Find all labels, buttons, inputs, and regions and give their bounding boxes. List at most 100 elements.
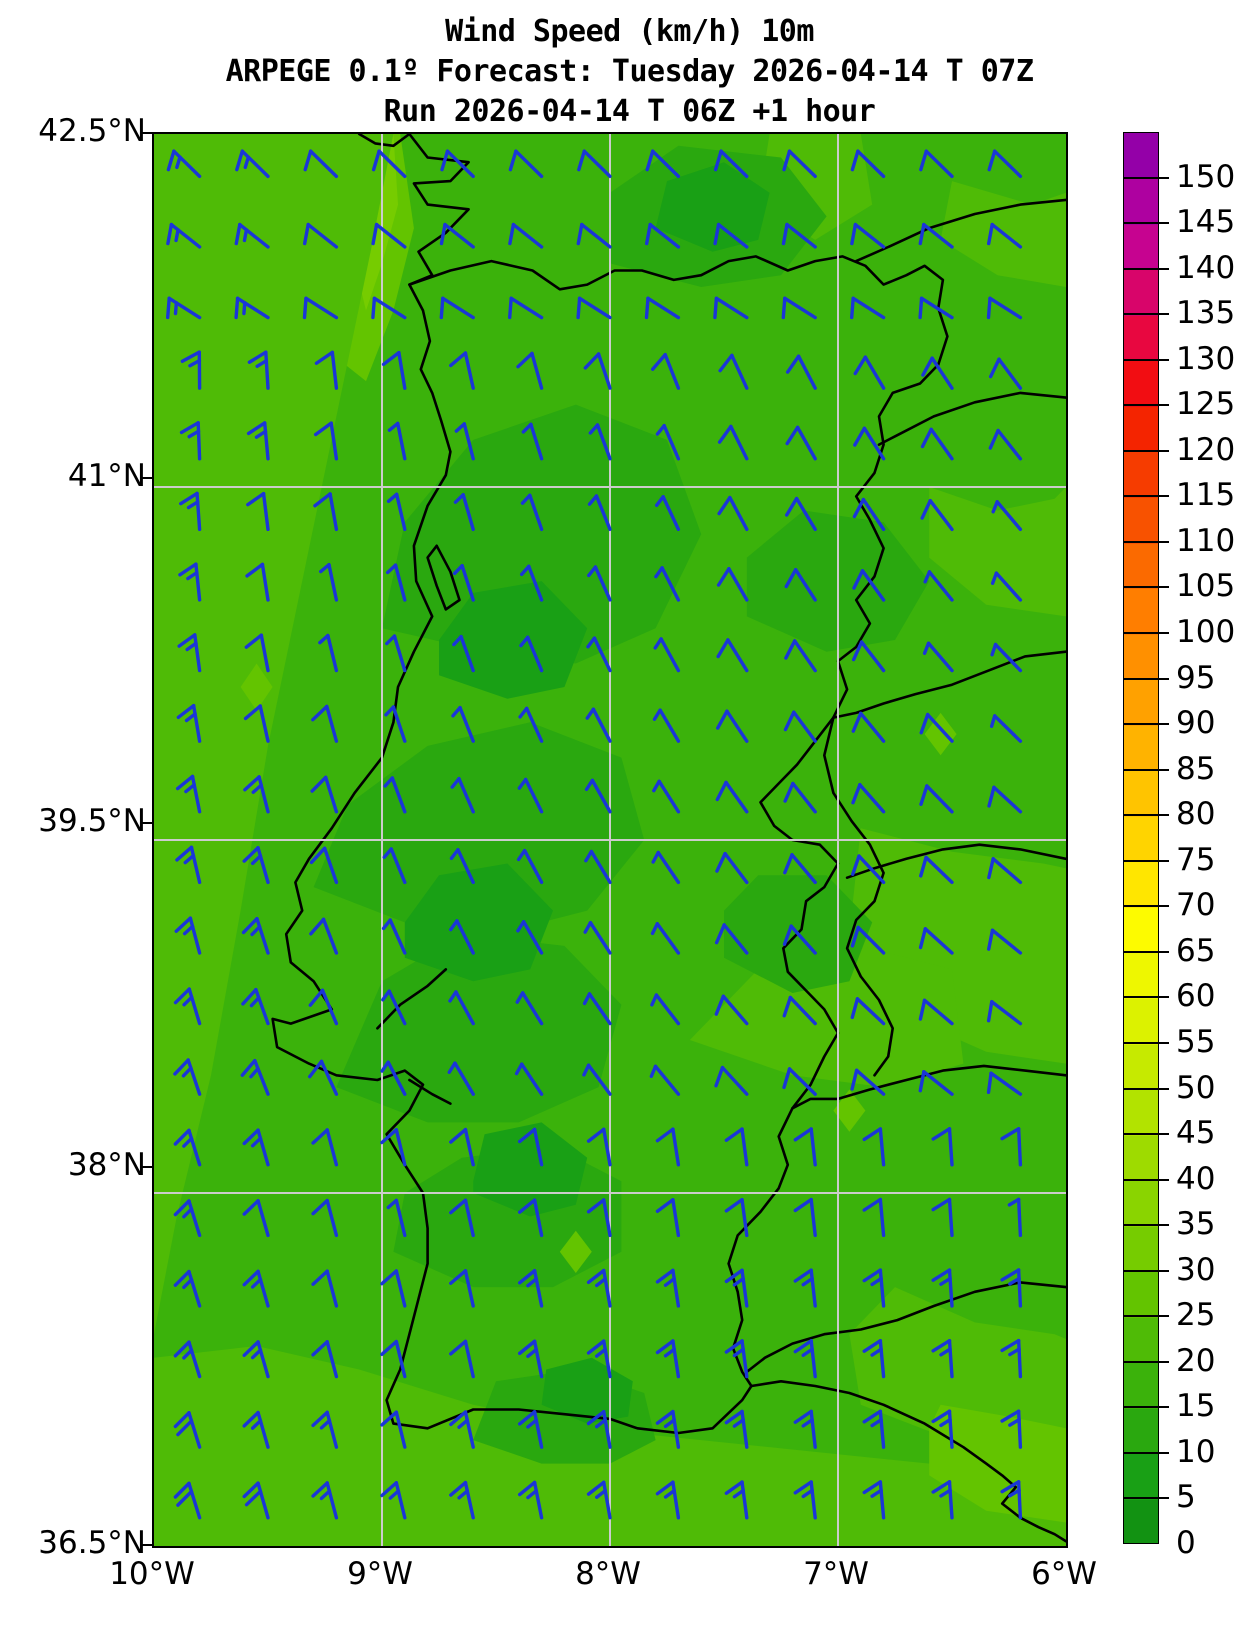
barb-half-flag [319, 563, 331, 574]
wind-barb [175, 845, 202, 885]
colorbar-tick-label: 115 [1176, 477, 1236, 514]
barb-half-flag [870, 1347, 883, 1357]
colorbar-segment [1124, 725, 1158, 772]
colorbar-segment [1124, 952, 1158, 999]
wind-barb [931, 1409, 954, 1449]
wind-barb [716, 567, 749, 602]
barb-full-flag [517, 1198, 537, 1214]
barb-staff [1016, 1338, 1023, 1379]
graticule-layer [154, 134, 1066, 1546]
barb-full-flag [850, 997, 860, 1020]
barb-full-flag [918, 998, 927, 1021]
barb-full-flag [303, 149, 313, 172]
barb-staff [602, 1339, 612, 1379]
wind-barb [931, 1127, 954, 1167]
colorbar-segment [1124, 1453, 1158, 1501]
barb-staff [240, 149, 270, 179]
barb-full-flag [655, 1268, 675, 1284]
barb-staff [723, 851, 749, 885]
barb-full-flag [174, 916, 193, 933]
barb-half-flag [526, 1489, 538, 1500]
wind-barb [655, 1409, 681, 1449]
barb-staff [256, 1269, 270, 1308]
colorbar-segment [1124, 451, 1158, 498]
barb-staff [729, 424, 749, 461]
latitude-tick-label: 36.5°N [38, 1525, 146, 1561]
wind-barb [242, 1340, 270, 1379]
barb-half-flag [521, 422, 533, 434]
barb-staff [947, 1338, 954, 1379]
map-plot-area[interactable] [152, 132, 1068, 1548]
barb-full-flag [920, 498, 932, 520]
contour-band-10-15-beira [382, 404, 702, 664]
wind-barb [850, 222, 886, 249]
barb-half-flag [652, 708, 662, 721]
barb-staff [671, 1339, 681, 1379]
wind-barb [454, 422, 475, 461]
wind-barb [987, 857, 1023, 885]
barb-half-flag [242, 228, 249, 243]
colorbar-segment [1124, 1317, 1158, 1364]
barb-half-flag [586, 636, 597, 649]
colorbar[interactable] [1123, 132, 1159, 1544]
wind-barb [793, 1127, 817, 1167]
wind-barb [644, 296, 681, 320]
wind-barb [245, 562, 270, 602]
barb-staff [256, 1340, 270, 1379]
wind-barb [585, 707, 612, 743]
barb-half-flag [649, 1064, 658, 1078]
barb-half-flag [595, 1418, 607, 1429]
wind-barb [724, 1480, 749, 1520]
barb-staff [724, 780, 749, 814]
barb-staff [602, 1480, 612, 1520]
barb-staff [588, 921, 612, 955]
barb-full-flag [850, 925, 860, 948]
barb-half-flag [319, 1418, 332, 1430]
latitude-tick-label: 42.5°N [38, 113, 146, 149]
barb-staff [861, 497, 886, 532]
barb-full-flag [862, 1409, 883, 1424]
barb-full-flag [931, 1480, 952, 1494]
latitude-tick-mark [142, 1166, 154, 1168]
contour-band-5-10-b [404, 863, 553, 982]
barb-staff [509, 296, 544, 320]
barb-staff [187, 1199, 202, 1238]
wind-barb [987, 785, 1023, 814]
wind-barb [586, 1198, 612, 1238]
barb-staff [457, 776, 475, 814]
barb-staff [947, 1197, 954, 1238]
barb-full-flag [245, 562, 265, 578]
wind-barb [173, 1269, 202, 1308]
barb-half-flag [453, 493, 465, 504]
colorbar-segment [1124, 634, 1158, 681]
barb-half-flag [595, 1347, 607, 1358]
barb-staff [594, 494, 612, 532]
barb-staff [854, 1068, 886, 1096]
chart-title-line-1: Wind Speed (km/h) 10m [445, 14, 814, 49]
barb-staff [194, 562, 202, 602]
wind-barb [991, 500, 1023, 532]
barb-full-flag [715, 780, 728, 802]
barb-staff [809, 1409, 817, 1449]
wind-barb [450, 776, 475, 814]
wind-barb [173, 1128, 202, 1167]
barb-full-flag [234, 222, 242, 246]
wind-barb [1000, 1338, 1023, 1379]
barb-full-flag [851, 854, 861, 876]
barb-full-flag [793, 1480, 813, 1495]
barb-full-flag [784, 639, 797, 660]
barb-full-flag [851, 711, 863, 733]
wind-barb [782, 149, 817, 179]
barb-staff [530, 351, 544, 390]
colorbar-tick-mark [1123, 176, 1169, 179]
wind-barb [782, 995, 817, 1026]
barb-full-flag [785, 425, 800, 446]
wind-barb [862, 1480, 886, 1520]
barb-full-flag [644, 296, 650, 320]
barb-half-flag [732, 1418, 745, 1428]
barb-staff [257, 775, 270, 814]
barb-staff [785, 222, 817, 249]
barb-staff [595, 423, 612, 461]
barb-staff [997, 357, 1023, 390]
wind-barb [650, 993, 681, 1026]
